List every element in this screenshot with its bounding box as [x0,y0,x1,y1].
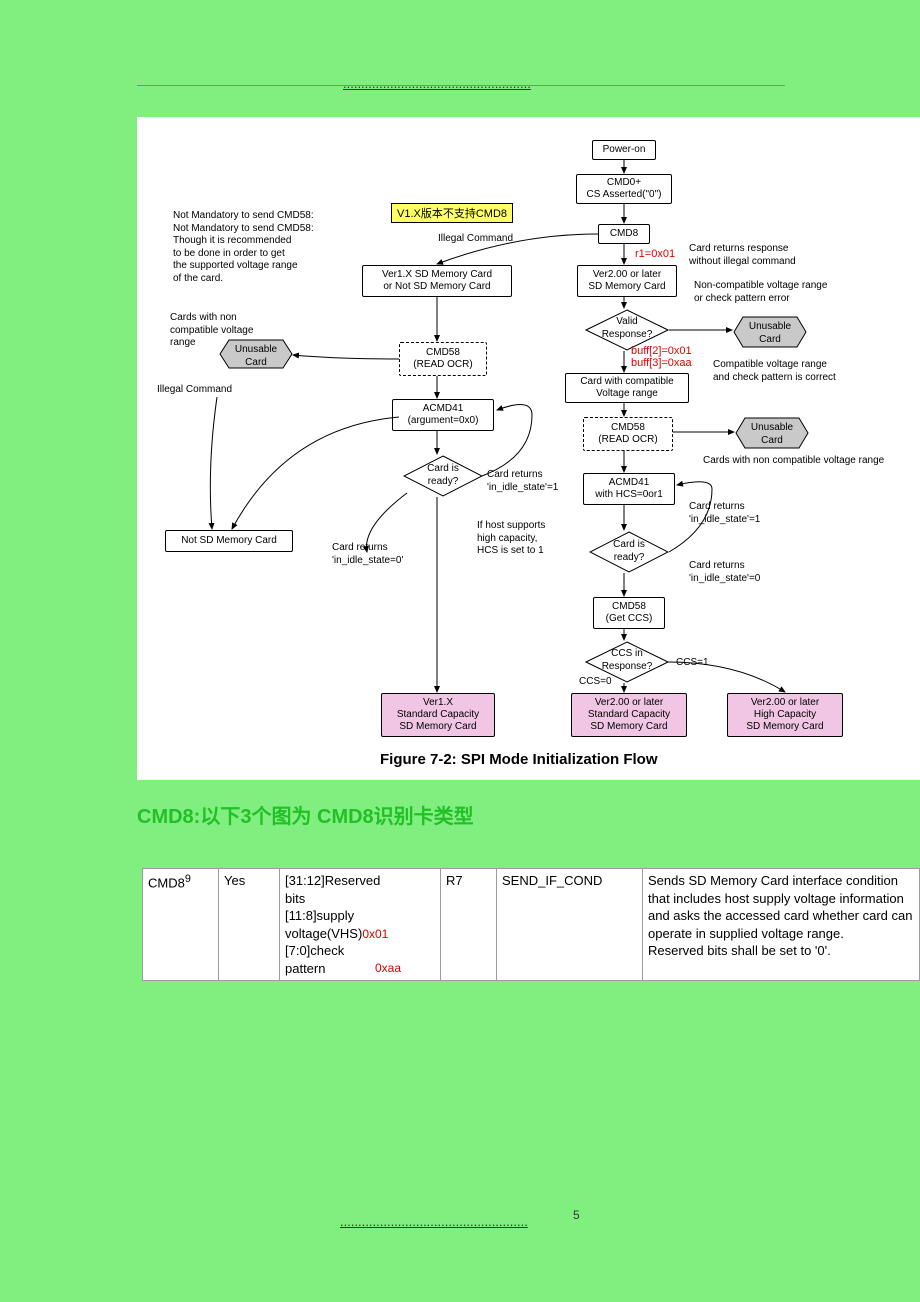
label-illegal-command-left: Illegal Command [157,384,232,397]
label-unusable-1: UnusableCard [743,321,797,346]
node-end-v2sc: Ver2.00 or laterStandard CapacitySD Memo… [571,693,687,737]
node-end-v2hc: Ver2.00 or laterHigh CapacitySD Memory C… [727,693,843,737]
anno-response-no-illegal: Card returns responsewithout illegal com… [689,243,839,268]
node-card-voltage: Card with compatibleVoltage range [565,373,689,403]
node-cmd8: CMD8 [598,224,650,244]
label-ready-right: Card isready? [605,539,653,564]
anno-compat-volt: Compatible voltage rangeand check patter… [713,359,883,384]
anno-idle1-left: Card returns'in_idle_state'=1 [487,469,577,494]
anno-idle1-right: Card returns'in_idle_state'=1 [689,501,779,526]
label-ready-left: Card isready? [419,463,467,488]
label-illegal-command-top: Illegal Command [438,233,513,246]
anno-buff3: buff[3]=0xaa [631,357,692,371]
anno-idle0-left: Card returns'in_idle_state=0' [332,542,422,567]
node-acmd41-right: ACMD41with HCS=0or1 [583,473,675,505]
node-cmd58-right: CMD58(READ OCR) [583,417,673,451]
anno-noncompat-volt: Non-compatible voltage rangeor check pat… [694,280,884,305]
highlight-note: V1.X版本不支持CMD8 [391,203,513,223]
table-row: CMD89 Yes [31:12]Reserved bits [11:8]sup… [143,869,920,981]
figure-caption: Figure 7-2: SPI Mode Initialization Flow [380,751,658,768]
node-power-on: Power-on [592,140,656,160]
anno-cards-non-right: Cards with non compatible voltage range [703,455,920,468]
node-cmd58-ccs: CMD58(Get CCS) [593,597,665,629]
anno-r1: r1=0x01 [635,248,675,262]
node-ver200: Ver2.00 or laterSD Memory Card [577,265,677,297]
section-title: CMD8:以下3个图为 CMD8识别卡类型 [137,800,474,829]
cell-yes: Yes [219,869,280,981]
label-valid-response: ValidResponse? [599,316,655,341]
header-dots: ........................................… [343,76,531,91]
node-cmd0: CMD0+CS Asserted("0") [576,174,672,204]
label-unusable-right: UnusableCard [745,422,799,447]
label-ccs-resp: CCS inResponse? [598,648,656,673]
node-acmd41-left: ACMD41(argument=0x0) [392,399,494,431]
page-number: 5 [573,1208,580,1222]
anno-idle0-right: Card returns'in_idle_state'=0 [689,560,779,585]
cell-description: Sends SD Memory Card interface condition… [643,869,920,981]
footer-dots: ........................................… [340,1214,528,1229]
label-unusable-left: UnusableCard [229,344,283,369]
header-rule [137,85,785,86]
note-cmd58: Not Mandatory to send CMD58:Not Mandator… [173,210,338,285]
cell-response: R7 [441,869,497,981]
anno-ccs0: CCS=0 [579,676,612,689]
cell-cmd: CMD89 [143,869,219,981]
node-cmd58-left: CMD58(READ OCR) [399,342,487,376]
cmd8-table: CMD89 Yes [31:12]Reserved bits [11:8]sup… [142,868,920,981]
cell-argument: [31:12]Reserved bits [11:8]supply voltag… [280,869,441,981]
node-end-v1: Ver1.XStandard CapacitySD Memory Card [381,693,495,737]
cell-abbrev: SEND_IF_COND [497,869,643,981]
node-ver1x: Ver1.X SD Memory Cardor Not SD Memory Ca… [362,265,512,297]
anno-ccs1: CCS=1 [676,657,709,670]
document-page: ........................................… [0,0,920,1302]
flowchart-figure: V1.X版本不支持CMD8 Not Mandatory to send CMD5… [137,117,920,780]
anno-hcs: If host supportshigh capacity,HCS is set… [477,520,577,558]
node-not-sd: Not SD Memory Card [165,530,293,552]
